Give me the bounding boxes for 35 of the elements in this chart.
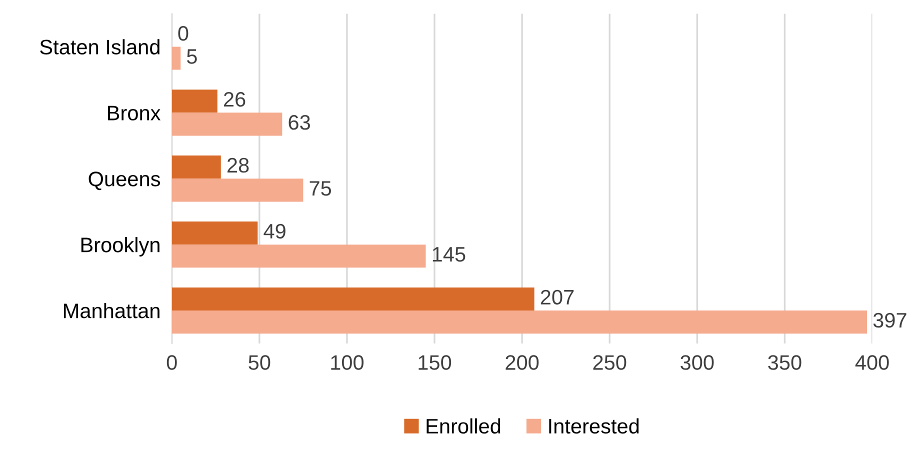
bar	[172, 310, 868, 334]
x-tick-label: 150	[418, 355, 452, 370]
bar	[172, 244, 426, 268]
data-label: 207	[540, 290, 574, 305]
bar	[172, 178, 304, 202]
data-label: 63	[288, 115, 310, 130]
x-tick-label: 350	[768, 355, 802, 370]
bar	[172, 156, 221, 179]
x-tick-label: 50	[248, 355, 270, 370]
data-label: 75	[310, 181, 332, 196]
x-tick-label: 300	[680, 355, 714, 370]
x-tick-label: 400	[855, 355, 889, 370]
x-tick-label: 250	[593, 355, 626, 370]
x-tick-label: 0	[166, 355, 177, 370]
x-tick-label: 100	[331, 355, 364, 370]
data-label: 5	[187, 49, 197, 64]
bar	[172, 46, 181, 70]
x-tick-label: 200	[506, 355, 539, 370]
data-label: 26	[224, 92, 246, 107]
y-tick-label: Queens	[88, 172, 160, 190]
data-label: 0	[178, 26, 188, 41]
data-label: 397	[873, 312, 906, 328]
data-label: 49	[264, 224, 286, 239]
bar	[172, 112, 282, 136]
bar	[172, 287, 534, 311]
bar	[172, 221, 258, 245]
legend-label: Interested	[549, 418, 639, 434]
y-tick-label: Staten Island	[40, 39, 160, 54]
bar	[172, 90, 218, 113]
data-label: 28	[227, 158, 249, 173]
y-tick-label: Manhattan	[64, 302, 160, 318]
legend-label: Enrolled	[426, 418, 500, 434]
data-label: 145	[432, 247, 466, 262]
y-tick-label: Brooklyn	[81, 237, 160, 256]
y-tick-label: Bronx	[108, 106, 161, 120]
